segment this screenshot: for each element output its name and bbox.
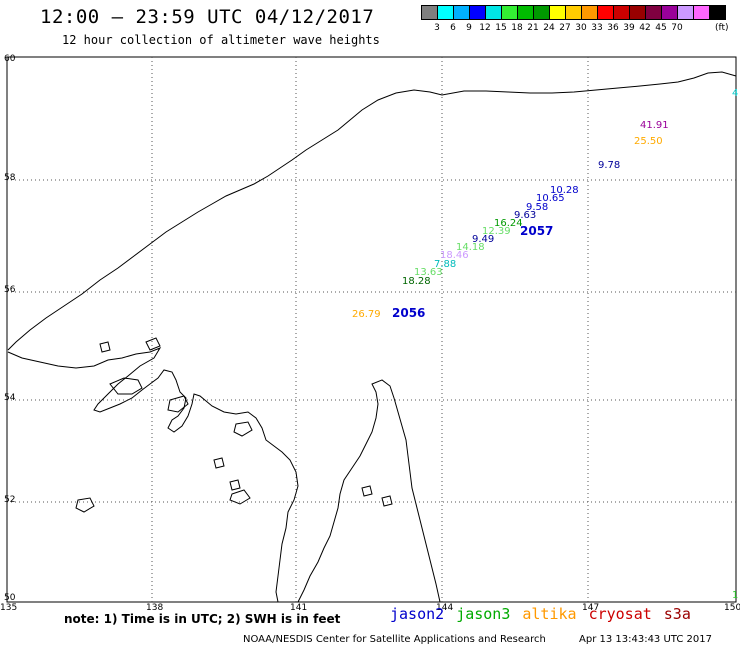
satellite-name: altika (522, 605, 577, 623)
satellite-name: s3a (663, 605, 691, 623)
legend-swatch (469, 5, 486, 20)
graticule (7, 57, 736, 602)
legend-label: 9 (466, 23, 472, 33)
legend-label: 30 (575, 23, 587, 33)
legend-swatch (613, 5, 630, 20)
legend-swatch (437, 5, 454, 20)
satellite-name: jason2 (390, 605, 445, 623)
observation-label: 9.49 (472, 234, 494, 245)
satellite-name: cryosat (588, 605, 652, 623)
legend-swatch (581, 5, 598, 20)
legend-label: 24 (543, 23, 555, 33)
lon-label-150: 150 (724, 603, 740, 613)
legend-swatch (709, 5, 726, 20)
legend-label: 21 (527, 23, 539, 33)
legend-label: 3 (434, 23, 440, 33)
legend-swatch (453, 5, 470, 20)
satellite-name: jason3 (456, 605, 511, 623)
lon-label-135: 135 (0, 603, 17, 613)
legend-swatch (549, 5, 566, 20)
page-subtitle: 12 hour collection of altimeter wave hei… (62, 33, 380, 47)
observation-label: 41.91 (640, 120, 669, 131)
legend-label: 15 (495, 23, 507, 33)
observation-label: 1 (732, 590, 738, 601)
legend-label: 33 (591, 23, 603, 33)
observation-label: 26.79 (352, 309, 381, 320)
legend-swatch (661, 5, 678, 20)
legend-label: 6 (450, 23, 456, 33)
observation-label: 18.46 (440, 250, 469, 261)
observation-label: 9.58 (526, 202, 548, 213)
observation-label: 25.50 (634, 136, 663, 147)
pass-number-label: 2056 (392, 306, 425, 320)
coastline (7, 71, 737, 603)
legend-swatch (485, 5, 502, 20)
legend-swatch (421, 5, 438, 20)
lat-label-50: 50 (4, 593, 16, 603)
lat-label-56: 56 (4, 285, 16, 295)
legend-swatch (501, 5, 518, 20)
observation-label: 10.28 (550, 185, 579, 196)
lon-label-144: 144 (436, 603, 453, 613)
legend-label: 42 (639, 23, 651, 33)
pass-number-label: 2057 (520, 224, 553, 238)
lat-label-54: 54 (4, 393, 16, 403)
legend-label: 18 (511, 23, 523, 33)
legend-swatch (597, 5, 614, 20)
page-title: 12:00 – 23:59 UTC 04/12/2017 (40, 6, 375, 28)
legend-swatch (533, 5, 550, 20)
legend-swatch (517, 5, 534, 20)
observation-label: 7.88 (434, 259, 456, 270)
legend-swatch (677, 5, 694, 20)
observation-label: 12.39 (482, 226, 511, 237)
legend-label: 27 (559, 23, 571, 33)
observation-label: 9.78 (598, 160, 620, 171)
observations: 4 41.91 25.50 9.78 10.28 10.65 9.58 9.63… (352, 88, 738, 601)
lat-label-60: 60 (4, 54, 16, 64)
observation-label: 14.18 (456, 242, 485, 253)
color-scale-legend: 3 6 9 12 15 18 21 24 27 30 33 36 39 42 45 70 (421, 5, 728, 41)
map-frame (6, 56, 737, 603)
legend-label: 39 (623, 23, 635, 33)
lat-label-58: 58 (4, 173, 16, 183)
timestamp-text: Apr 13 13:43:43 UTC 2017 (579, 634, 712, 645)
lon-label-138: 138 (146, 603, 163, 613)
observation-label: 10.65 (536, 193, 565, 204)
legend-swatch (645, 5, 662, 20)
lon-label-141: 141 (290, 603, 307, 613)
legend-unit: (ft) (715, 23, 729, 33)
legend-swatch (693, 5, 710, 20)
credit-text: NOAA/NESDIS Center for Satellite Applica… (243, 634, 546, 645)
legend-swatch (629, 5, 646, 20)
legend-label: 12 (479, 23, 491, 33)
legend-label: 70 (671, 23, 683, 33)
observation-label: 13.63 (414, 267, 443, 278)
observation-label: 4 (732, 88, 738, 99)
observation-label: 9.63 (514, 210, 536, 221)
footer-note: note: 1) Time is in UTC; 2) SWH is in fe… (64, 612, 341, 626)
observation-label: 16.24 (494, 218, 523, 229)
satellite-legend: jason2 jason3 altika cryosat s3a (390, 605, 703, 623)
observation-label: 18.28 (402, 276, 431, 287)
lon-label-147: 147 (582, 603, 599, 613)
lat-label-52: 52 (4, 495, 15, 505)
legend-label: 36 (607, 23, 619, 33)
legend-label: 45 (655, 23, 667, 33)
legend-swatch (565, 5, 582, 20)
